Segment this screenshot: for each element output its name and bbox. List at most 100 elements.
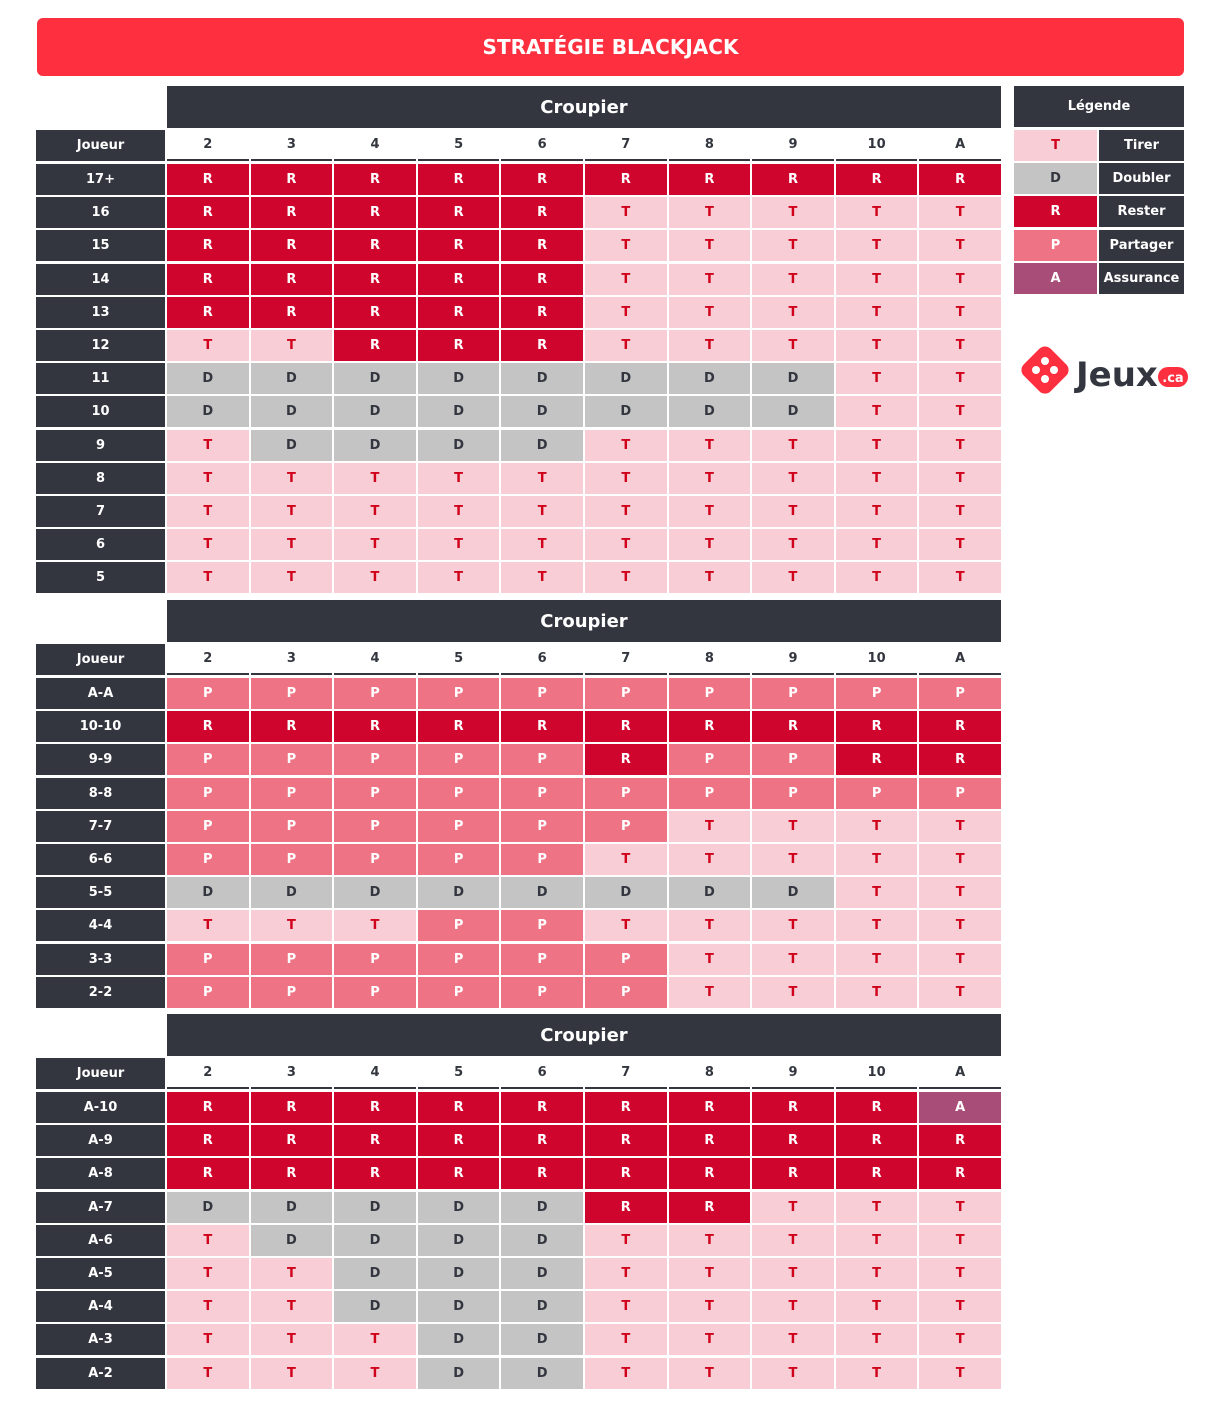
strategy-cell: P: [167, 678, 249, 709]
strategy-cell: T: [835, 1357, 918, 1389]
strategy-cell: T: [668, 910, 751, 942]
row-label: 13: [36, 296, 165, 328]
strategy-cell: T: [167, 529, 249, 561]
column-header: 9: [752, 644, 834, 675]
strategy-cell: T: [752, 1291, 834, 1323]
strategy-cell: P: [250, 976, 333, 1008]
strategy-cell: T: [919, 1191, 1001, 1223]
strategy-cell: R: [417, 1092, 500, 1123]
strategy-cell: T: [752, 1357, 834, 1389]
strategy-cell: T: [835, 844, 918, 875]
row-label: 8-8: [36, 777, 165, 809]
strategy-cell: T: [919, 877, 1001, 909]
strategy-cell: T: [835, 197, 918, 229]
strategy-cell: D: [334, 429, 416, 461]
strategy-cell: R: [417, 164, 500, 195]
strategy-cell: D: [417, 363, 500, 395]
strategy-cell: P: [501, 943, 583, 975]
strategy-cell: D: [501, 1357, 583, 1389]
row-label: 9-9: [36, 744, 165, 776]
strategy-cell: P: [501, 744, 583, 776]
strategy-cell: R: [250, 296, 333, 328]
strategy-cell: R: [334, 296, 416, 328]
strategy-cell: P: [835, 678, 918, 709]
strategy-cell: R: [501, 711, 583, 743]
strategy-cell: T: [167, 562, 249, 594]
strategy-cell: P: [417, 777, 500, 809]
strategy-cell: T: [919, 1224, 1001, 1256]
strategy-cell: T: [585, 496, 667, 527]
strategy-cell: T: [919, 496, 1001, 527]
strategy-cell: R: [167, 296, 249, 328]
strategy-cell: P: [334, 678, 416, 709]
strategy-cell: D: [501, 877, 583, 909]
strategy-cell: T: [167, 462, 249, 494]
strategy-cell: P: [250, 744, 333, 776]
strategy-cell: P: [250, 810, 333, 842]
strategy-cell: D: [417, 877, 500, 909]
strategy-cell: D: [585, 396, 667, 428]
strategy-cell: R: [835, 164, 918, 195]
strategy-cell: R: [668, 1158, 751, 1190]
strategy-cell: R: [167, 263, 249, 295]
strategy-cell: T: [668, 529, 751, 561]
strategy-cell: R: [585, 1191, 667, 1223]
strategy-cell: T: [919, 529, 1001, 561]
strategy-cell: R: [668, 1125, 751, 1157]
strategy-cell: T: [167, 1357, 249, 1389]
strategy-cell: R: [668, 711, 751, 743]
column-header: 6: [501, 644, 583, 675]
strategy-cell: T: [919, 910, 1001, 942]
strategy-cell: D: [167, 363, 249, 395]
column-header: 6: [501, 1058, 583, 1089]
strategy-cell: T: [835, 529, 918, 561]
strategy-cell: R: [167, 1092, 249, 1123]
strategy-cell: R: [752, 164, 834, 195]
row-label: 8: [36, 462, 165, 494]
strategy-cell: R: [250, 711, 333, 743]
strategy-cell: R: [585, 1092, 667, 1123]
strategy-cell: P: [919, 777, 1001, 809]
strategy-cell: T: [835, 1324, 918, 1356]
strategy-cell: R: [417, 296, 500, 328]
row-label: 9: [36, 429, 165, 461]
logo-dot: [1050, 366, 1058, 374]
strategy-cell: T: [919, 263, 1001, 295]
strategy-cell: D: [417, 1258, 500, 1289]
table-header: Croupier: [167, 1014, 1001, 1056]
strategy-cell: T: [919, 1291, 1001, 1323]
strategy-cell: T: [334, 562, 416, 594]
strategy-cell: D: [250, 1224, 333, 1256]
column-header: 5: [417, 1058, 500, 1089]
strategy-cell: R: [668, 164, 751, 195]
strategy-cell: D: [752, 363, 834, 395]
strategy-cell: D: [501, 363, 583, 395]
strategy-cell: P: [417, 943, 500, 975]
strategy-cell: R: [919, 711, 1001, 743]
logo-icon: [1021, 346, 1069, 394]
strategy-cell: T: [919, 197, 1001, 229]
strategy-cell: D: [334, 363, 416, 395]
strategy-cell: T: [250, 330, 333, 361]
column-header: 6: [501, 130, 583, 161]
strategy-cell: T: [752, 562, 834, 594]
column-header: 2: [167, 644, 249, 675]
strategy-cell: R: [167, 1125, 249, 1157]
strategy-cell: D: [417, 1224, 500, 1256]
strategy-cell: R: [334, 197, 416, 229]
row-label: A-5: [36, 1258, 165, 1289]
strategy-cell: P: [417, 744, 500, 776]
strategy-cell: T: [752, 429, 834, 461]
strategy-cell: P: [334, 810, 416, 842]
strategy-cell: R: [919, 1125, 1001, 1157]
strategy-cell: R: [585, 1125, 667, 1157]
strategy-cell: T: [585, 844, 667, 875]
strategy-cell: P: [668, 744, 751, 776]
strategy-cell: R: [334, 1125, 416, 1157]
strategy-cell: T: [835, 496, 918, 527]
row-label: A-6: [36, 1224, 165, 1256]
strategy-cell: T: [752, 296, 834, 328]
strategy-cell: T: [417, 496, 500, 527]
strategy-cell: T: [501, 462, 583, 494]
strategy-cell: T: [585, 263, 667, 295]
